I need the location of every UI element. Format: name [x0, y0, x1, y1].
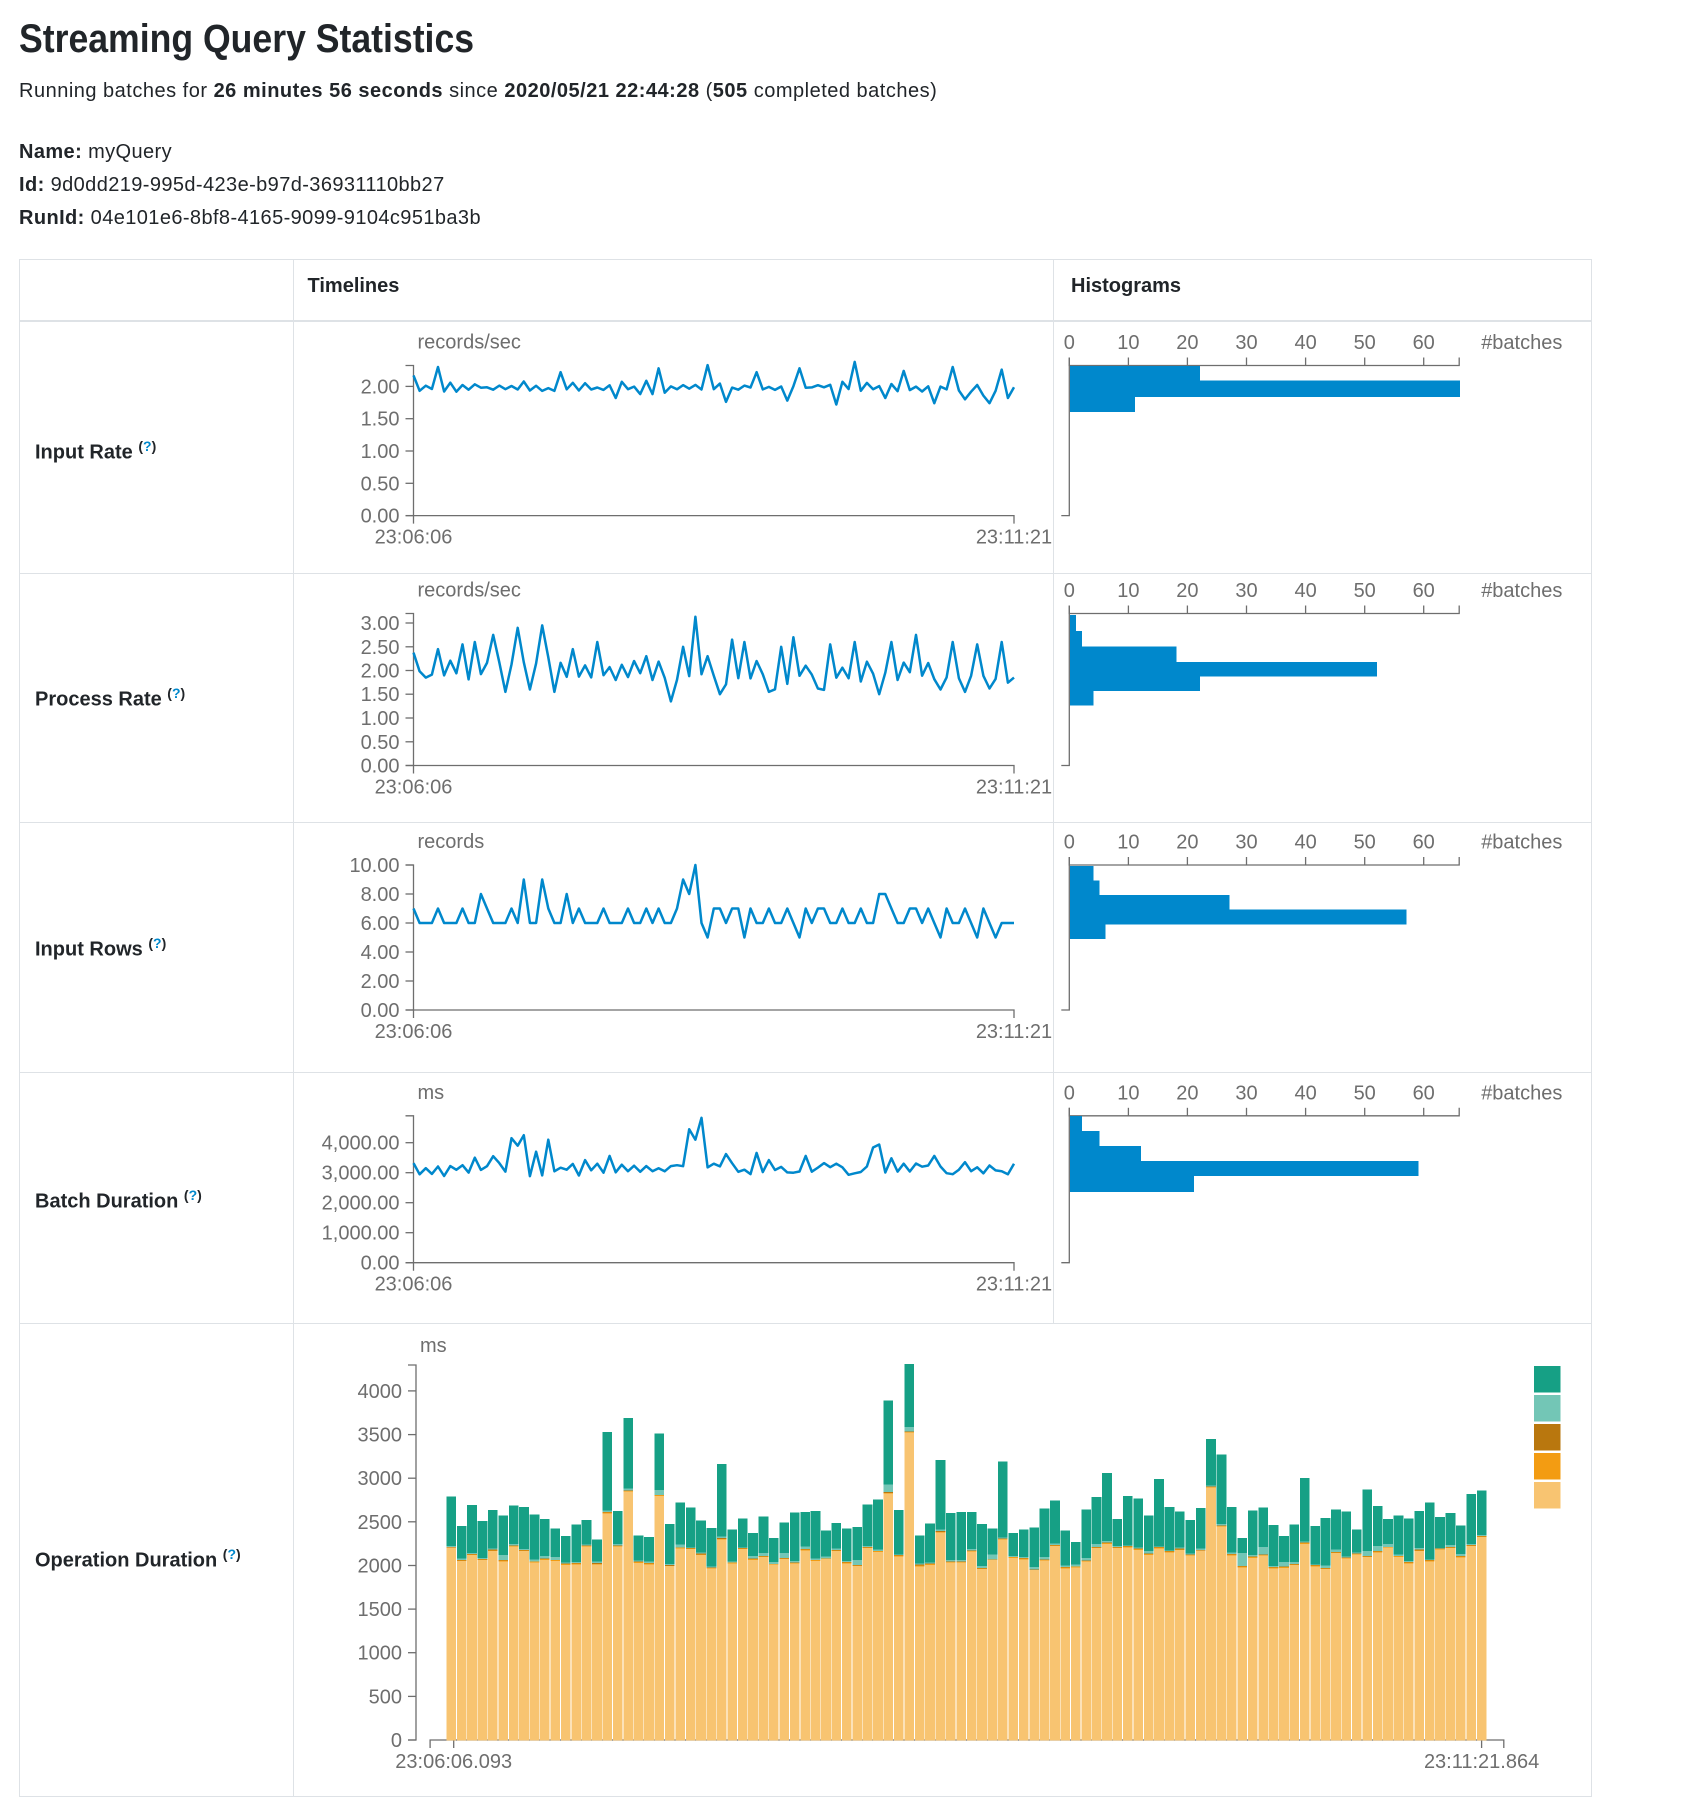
svg-text:4,000.00: 4,000.00 — [322, 1133, 400, 1155]
svg-text:20: 20 — [1176, 580, 1198, 602]
svg-text:23:11:21: 23:11:21 — [976, 1021, 1052, 1043]
svg-text:60: 60 — [1413, 332, 1435, 354]
svg-text:20: 20 — [1176, 832, 1198, 854]
svg-text:23:06:06: 23:06:06 — [375, 1274, 453, 1296]
svg-text:0.50: 0.50 — [361, 732, 400, 754]
svg-text:2,000.00: 2,000.00 — [322, 1193, 400, 1215]
svg-text:2.50: 2.50 — [361, 637, 400, 659]
svg-text:500: 500 — [369, 1686, 402, 1708]
svg-text:10: 10 — [1117, 580, 1139, 602]
svg-text:23:11:21.864: 23:11:21.864 — [1424, 1751, 1539, 1773]
svg-text:2.00: 2.00 — [361, 661, 400, 683]
svg-text:0.50: 0.50 — [361, 473, 400, 495]
svg-text:60: 60 — [1413, 580, 1435, 602]
svg-text:23:06:06.093: 23:06:06.093 — [395, 1751, 512, 1773]
svg-text:1.50: 1.50 — [361, 684, 400, 706]
svg-text:#batches: #batches — [1481, 832, 1562, 854]
svg-text:3000: 3000 — [358, 1468, 403, 1490]
svg-text:10: 10 — [1117, 1082, 1139, 1104]
svg-text:60: 60 — [1413, 1082, 1435, 1104]
svg-text:ms: ms — [420, 1335, 447, 1357]
svg-text:50: 50 — [1354, 832, 1376, 854]
svg-text:1.00: 1.00 — [361, 708, 400, 730]
svg-text:4.00: 4.00 — [361, 942, 400, 964]
svg-text:#batches: #batches — [1481, 332, 1562, 354]
svg-text:40: 40 — [1294, 1082, 1316, 1104]
svg-text:23:11:21: 23:11:21 — [976, 777, 1052, 799]
svg-text:60: 60 — [1413, 832, 1435, 854]
svg-text:0.00: 0.00 — [361, 1000, 400, 1022]
svg-text:23:06:06: 23:06:06 — [375, 1021, 453, 1043]
svg-text:0: 0 — [1064, 1082, 1075, 1104]
svg-text:1500: 1500 — [358, 1599, 403, 1621]
svg-text:0: 0 — [1064, 332, 1075, 354]
svg-text:8.00: 8.00 — [361, 884, 400, 906]
svg-text:0: 0 — [1064, 580, 1075, 602]
svg-text:23:06:06: 23:06:06 — [375, 527, 453, 549]
svg-text:10.00: 10.00 — [349, 855, 399, 877]
svg-text:3.00: 3.00 — [361, 613, 400, 635]
svg-text:4000: 4000 — [358, 1381, 403, 1403]
svg-text:0.00: 0.00 — [361, 756, 400, 778]
svg-text:1000: 1000 — [358, 1643, 403, 1665]
svg-text:#batches: #batches — [1481, 1082, 1562, 1104]
svg-text:records: records — [418, 831, 485, 853]
svg-text:0: 0 — [391, 1730, 402, 1752]
svg-text:1.00: 1.00 — [361, 441, 400, 463]
svg-text:30: 30 — [1235, 332, 1257, 354]
svg-text:20: 20 — [1176, 1082, 1198, 1104]
svg-text:2.00: 2.00 — [361, 971, 400, 993]
svg-text:0.00: 0.00 — [361, 506, 400, 528]
svg-text:30: 30 — [1235, 1082, 1257, 1104]
svg-text:40: 40 — [1294, 580, 1316, 602]
svg-text:0: 0 — [1064, 832, 1075, 854]
svg-text:50: 50 — [1354, 1082, 1376, 1104]
svg-text:30: 30 — [1235, 832, 1257, 854]
svg-text:records/sec: records/sec — [418, 580, 521, 602]
svg-text:23:06:06: 23:06:06 — [375, 777, 453, 799]
svg-text:2000: 2000 — [358, 1556, 403, 1578]
svg-text:6.00: 6.00 — [361, 913, 400, 935]
svg-text:2500: 2500 — [358, 1512, 403, 1534]
svg-text:3,000.00: 3,000.00 — [322, 1163, 400, 1185]
svg-text:1.50: 1.50 — [361, 409, 400, 431]
svg-text:3500: 3500 — [358, 1425, 403, 1447]
svg-text:50: 50 — [1354, 580, 1376, 602]
svg-text:2.00: 2.00 — [361, 376, 400, 398]
svg-text:23:11:21: 23:11:21 — [976, 1274, 1052, 1296]
svg-text:ms: ms — [418, 1082, 445, 1104]
svg-text:40: 40 — [1294, 832, 1316, 854]
svg-text:23:11:21: 23:11:21 — [976, 527, 1052, 549]
svg-text:20: 20 — [1176, 332, 1198, 354]
svg-text:40: 40 — [1294, 332, 1316, 354]
svg-text:records/sec: records/sec — [418, 332, 521, 354]
svg-text:10: 10 — [1117, 832, 1139, 854]
svg-text:30: 30 — [1235, 580, 1257, 602]
svg-text:0.00: 0.00 — [361, 1253, 400, 1275]
svg-text:50: 50 — [1354, 332, 1376, 354]
svg-text:10: 10 — [1117, 332, 1139, 354]
svg-text:1,000.00: 1,000.00 — [322, 1223, 400, 1245]
svg-text:#batches: #batches — [1481, 580, 1562, 602]
